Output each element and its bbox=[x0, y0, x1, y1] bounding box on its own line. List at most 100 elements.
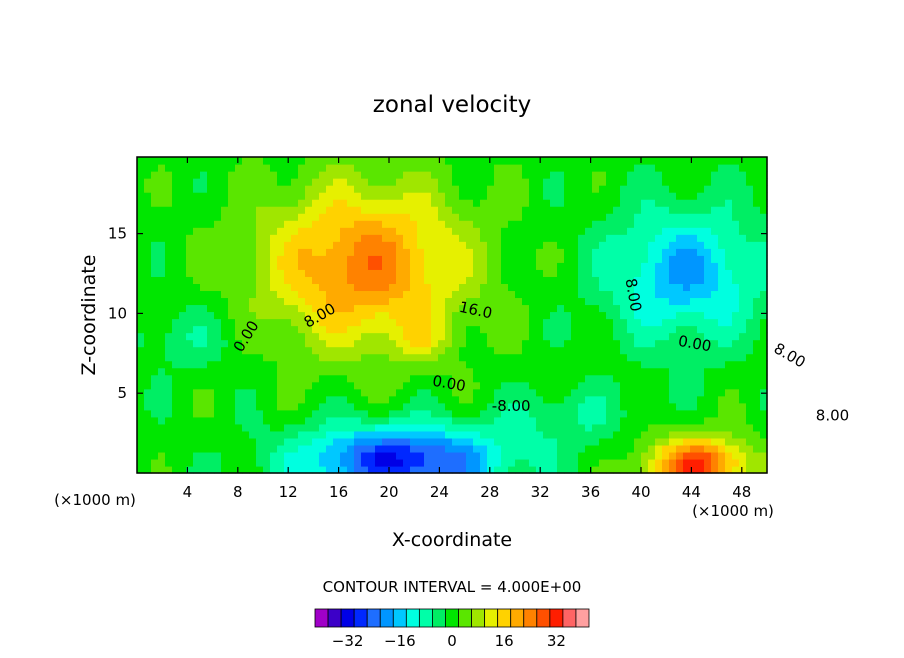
heatmap-cell bbox=[277, 465, 285, 474]
heatmap-cell bbox=[718, 164, 726, 172]
heatmap-cell bbox=[172, 381, 180, 390]
heatmap-cell bbox=[305, 458, 313, 467]
heatmap-cell bbox=[522, 311, 530, 320]
heatmap-cell bbox=[501, 353, 509, 362]
heatmap-cell bbox=[760, 157, 768, 165]
heatmap-cell bbox=[347, 339, 355, 348]
heatmap-cell bbox=[438, 318, 446, 327]
heatmap-cell bbox=[543, 185, 551, 193]
heatmap-cell bbox=[697, 367, 705, 376]
heatmap-cell bbox=[599, 430, 607, 439]
heatmap-cell bbox=[522, 444, 530, 453]
heatmap-cell bbox=[291, 458, 299, 467]
heatmap-cell bbox=[522, 290, 530, 299]
heatmap-cell bbox=[144, 290, 152, 299]
heatmap-cell bbox=[270, 255, 278, 263]
heatmap-cell bbox=[501, 402, 509, 411]
heatmap-cell bbox=[256, 395, 264, 404]
heatmap-cell bbox=[144, 276, 152, 284]
heatmap-cell bbox=[683, 276, 691, 284]
heatmap-cell bbox=[480, 437, 488, 446]
heatmap-cell bbox=[711, 353, 719, 362]
heatmap-cell bbox=[172, 255, 180, 263]
heatmap-cell bbox=[578, 444, 586, 453]
heatmap-cell bbox=[354, 185, 362, 193]
heatmap-cell bbox=[648, 304, 656, 313]
heatmap-cell bbox=[662, 164, 670, 172]
heatmap-cell bbox=[270, 206, 278, 214]
heatmap-cell bbox=[333, 262, 341, 270]
heatmap-cell bbox=[606, 437, 614, 446]
heatmap-cell bbox=[193, 374, 201, 383]
heatmap-cell bbox=[382, 283, 390, 292]
heatmap-cell bbox=[452, 430, 460, 439]
heatmap-cell bbox=[564, 171, 572, 179]
heatmap-cell bbox=[221, 276, 229, 284]
heatmap-cell bbox=[592, 430, 600, 439]
heatmap-cell bbox=[151, 248, 159, 256]
heatmap-cell bbox=[382, 269, 390, 277]
heatmap-cell bbox=[347, 171, 355, 179]
heatmap-cell bbox=[235, 402, 243, 411]
heatmap-cell bbox=[641, 374, 649, 383]
heatmap-cell bbox=[585, 192, 593, 200]
heatmap-cell bbox=[739, 220, 747, 228]
heatmap-cell bbox=[270, 178, 278, 186]
heatmap-cell bbox=[550, 360, 558, 369]
heatmap-cell bbox=[172, 318, 180, 327]
heatmap-cell bbox=[172, 164, 180, 172]
heatmap-cell bbox=[340, 409, 348, 418]
heatmap-cell bbox=[396, 367, 404, 376]
colorbar-tick-label: −16 bbox=[384, 632, 416, 650]
heatmap-cell bbox=[158, 353, 166, 362]
heatmap-cell bbox=[389, 283, 397, 292]
heatmap-cell bbox=[305, 423, 313, 432]
heatmap-cell bbox=[718, 297, 726, 306]
heatmap-cell bbox=[410, 346, 418, 355]
heatmap-cell bbox=[452, 318, 460, 327]
heatmap-cell bbox=[543, 325, 551, 334]
heatmap-cell bbox=[704, 381, 712, 390]
colorbar-swatch bbox=[418, 608, 433, 628]
heatmap-cell bbox=[704, 213, 712, 221]
heatmap-cell bbox=[501, 451, 509, 460]
heatmap-cell bbox=[662, 395, 670, 404]
heatmap-cell bbox=[606, 346, 614, 355]
heatmap-cell bbox=[144, 234, 152, 242]
heatmap-cell bbox=[515, 430, 523, 439]
heatmap-cell bbox=[459, 269, 467, 277]
heatmap-cell bbox=[711, 451, 719, 460]
heatmap-cell bbox=[431, 199, 439, 207]
heatmap-cell bbox=[396, 430, 404, 439]
heatmap-cell bbox=[662, 332, 670, 341]
heatmap-cell bbox=[536, 381, 544, 390]
heatmap-cell bbox=[207, 234, 215, 242]
heatmap-cell bbox=[368, 388, 376, 397]
heatmap-cell bbox=[410, 262, 418, 270]
heatmap-cell bbox=[718, 234, 726, 242]
heatmap-cell bbox=[165, 353, 173, 362]
heatmap-cell bbox=[144, 402, 152, 411]
heatmap-cell bbox=[613, 171, 621, 179]
heatmap-cell bbox=[375, 171, 383, 179]
heatmap-cell bbox=[256, 227, 264, 235]
heatmap-cell bbox=[277, 234, 285, 242]
heatmap-cell bbox=[424, 283, 432, 292]
heatmap-cell bbox=[319, 234, 327, 242]
heatmap-cell bbox=[438, 339, 446, 348]
heatmap-cell bbox=[312, 409, 320, 418]
heatmap-cell bbox=[459, 311, 467, 320]
heatmap-cell bbox=[235, 276, 243, 284]
heatmap-cell bbox=[529, 325, 537, 334]
heatmap-cell bbox=[690, 199, 698, 207]
heatmap-cell bbox=[431, 465, 439, 474]
heatmap-cell bbox=[585, 367, 593, 376]
heatmap-cell bbox=[641, 346, 649, 355]
heatmap-cell bbox=[200, 395, 208, 404]
heatmap-cell bbox=[144, 283, 152, 292]
heatmap-cell bbox=[417, 206, 425, 214]
heatmap-cell bbox=[389, 346, 397, 355]
heatmap-cell bbox=[333, 423, 341, 432]
heatmap-cell bbox=[613, 395, 621, 404]
heatmap-cell bbox=[557, 213, 565, 221]
